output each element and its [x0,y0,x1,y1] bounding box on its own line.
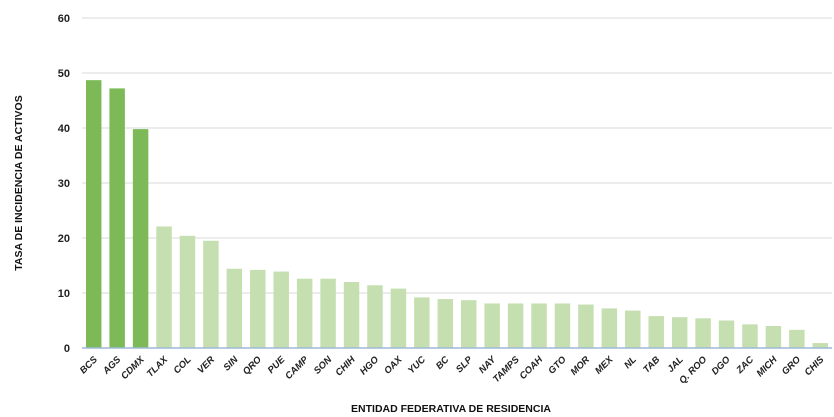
x-tick-label: GRO [780,354,804,378]
bar-mich [765,326,782,348]
x-tick-label: VER [195,354,217,376]
bar-chih [343,282,360,348]
x-tick-label: OAX [382,354,405,377]
bar-bc [437,299,454,348]
x-tick-label: DGO [710,354,734,378]
bar-tlax [156,226,172,348]
y-tick-label: 30 [58,178,70,190]
bar-ver [203,240,219,348]
y-tick-labels: 0 10 20 30 40 50 60 [58,13,70,355]
x-tick-label: TAB [641,354,662,375]
bar-mex [601,308,618,348]
x-tick-label: MOR [569,354,593,378]
x-tick-label: BC [434,354,452,372]
bar-mor [578,304,594,348]
bar-hgo [367,285,383,348]
bar-zac [742,324,758,348]
bar-gro [789,329,805,348]
bar-bcs [85,80,102,349]
x-tick-label: ZAC [734,354,756,376]
bar-dgo [718,320,735,348]
y-tick-label: 0 [64,343,70,355]
bar-pue [273,271,289,348]
x-tick-label: CHIH [333,354,358,379]
x-tick-label: TAMPS [491,354,522,385]
x-tick-label: COAH [518,354,546,382]
y-tick-label: 60 [58,13,70,25]
gridlines [82,17,832,294]
x-tick-label: CHIS [803,354,827,378]
bar-nay [484,303,500,348]
bar-q-roo [695,318,711,348]
y-tick-label: 40 [58,123,70,135]
x-tick-label: CDMX [119,354,147,382]
x-tick-label: SON [312,354,335,377]
x-tick-label: CAMP [283,354,311,382]
bar-cdmx [132,129,149,348]
bar-coah [531,303,547,348]
y-axis-title: TASA DE INCIDENCIA DE ACTIVOS [13,95,25,270]
x-tick-label: GTO [546,354,569,377]
bar-jal [671,317,688,348]
x-tick-label: COL [172,354,194,376]
x-tick-label: SIN [221,354,241,374]
x-tick-label: HGO [358,354,382,378]
bars [85,80,829,349]
y-tick-label: 20 [58,233,70,245]
x-tick-label: BCS [78,354,100,376]
bar-sin [226,268,243,348]
bar-oax [390,288,407,348]
y-tick-label: 50 [58,68,70,80]
bar-nl [625,310,641,348]
x-tick-label: MICH [755,354,781,380]
x-tick-label: MEX [593,354,616,377]
x-tick-label: NL [622,354,639,371]
bar-tamps [507,303,524,348]
bar-col [179,235,196,348]
bar-son [320,278,336,348]
y-tick-label: 10 [58,288,70,300]
bar-gto [554,303,571,348]
bar-tab [648,316,664,348]
x-tick-label: TLAX [145,354,171,380]
x-axis-title: ENTIDAD FEDERATIVA DE RESIDENCIA [351,403,551,415]
bar-yuc [414,297,430,348]
x-tick-label: QRO [241,354,265,378]
bar-chis [812,343,829,348]
bar-ags [109,88,125,349]
x-tick-label: YUC [406,354,428,376]
bar-camp [296,278,313,348]
bar-slp [460,300,477,348]
bar-qro [250,269,266,348]
x-tick-label: SLP [454,354,475,375]
